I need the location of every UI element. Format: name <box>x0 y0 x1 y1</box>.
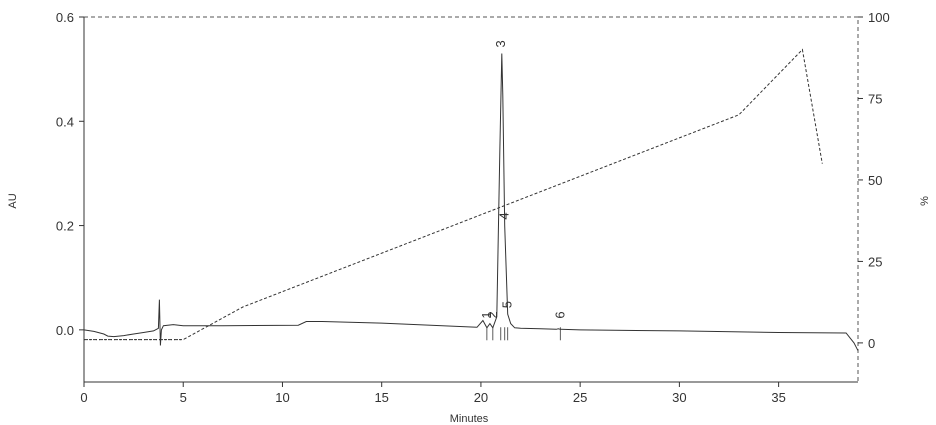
right-axis-title: % <box>919 196 931 206</box>
right-tick-label: 25 <box>868 254 882 269</box>
right-tick-label: 0 <box>868 336 875 351</box>
absorbance-trace <box>83 53 859 351</box>
peak-labels: 12 3 4 5 6 <box>479 40 567 341</box>
right-tick-label: 100 <box>868 10 890 25</box>
x-tick-label: 0 <box>80 390 87 405</box>
right-y-axis: 0 25 50 75 100 <box>858 10 890 351</box>
x-axis: 0 5 10 15 20 25 30 35 <box>80 381 858 405</box>
left-tick-label: 0.0 <box>56 323 74 338</box>
x-tick-label: 30 <box>672 390 686 405</box>
gradient-percent-line <box>84 48 823 341</box>
x-tick-label: 15 <box>374 390 388 405</box>
x-tick-label: 20 <box>474 390 488 405</box>
peak-label: 1 <box>479 311 494 318</box>
peak-label: 4 <box>497 212 512 219</box>
peak-label: 5 <box>500 301 515 308</box>
right-tick-label: 50 <box>868 173 882 188</box>
left-tick-label: 0.6 <box>56 10 74 25</box>
peak-label: 2 <box>485 311 500 318</box>
right-tick-label: 75 <box>868 91 882 106</box>
x-tick-label: 35 <box>771 390 785 405</box>
peak-label: 6 <box>552 311 567 318</box>
x-tick-label: 10 <box>275 390 289 405</box>
left-y-axis: 0.0 0.2 0.4 0.6 <box>56 10 85 382</box>
x-tick-label: 25 <box>573 390 587 405</box>
peak-label: 3 <box>493 40 508 47</box>
left-tick-label: 0.2 <box>56 219 74 234</box>
x-tick-label: 5 <box>180 390 187 405</box>
left-axis-title: AU <box>7 193 19 208</box>
x-axis-title: Minutes <box>450 413 489 425</box>
series-layer <box>83 48 859 351</box>
left-tick-label: 0.4 <box>56 114 74 129</box>
